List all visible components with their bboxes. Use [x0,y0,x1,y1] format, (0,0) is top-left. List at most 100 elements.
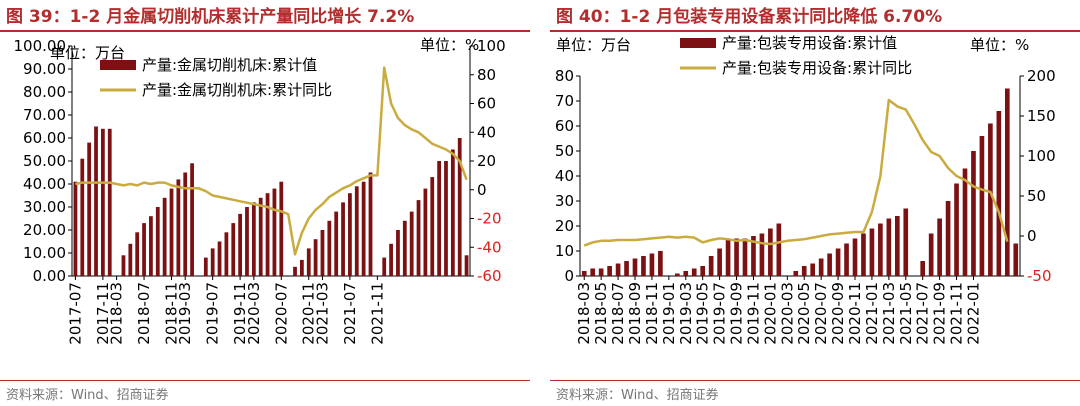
bar [742,238,748,276]
x-tick-label: 2018-03 [108,282,126,345]
bar [265,193,270,276]
x-tick-label: 2020-07 [272,282,290,345]
y-tick-label-left: 80.00 [23,83,66,101]
legend-label-line: 产量:包装专用设备:累计同比 [722,59,912,77]
bar [299,259,304,276]
bar [581,271,587,276]
y-tick-label-right: 40 [477,123,496,141]
y-tick-label-left: 40.00 [23,175,66,193]
bar [894,216,900,276]
unit-label-left: 单位：万台 [556,36,631,54]
x-tick-label: 2020-03 [245,282,263,345]
x-tick-label: 2019-07 [204,282,222,345]
bar [409,211,414,276]
y-tick-label-left: 0 [564,267,574,285]
y-tick-label-left: 80 [555,67,574,85]
y-tick-label-left: 100.00 [14,37,67,55]
y-tick-label-left: 70.00 [23,106,66,124]
bar [1013,243,1019,276]
bar [683,271,689,276]
y-tick-label-right: 0 [477,181,487,199]
bar [162,197,167,276]
x-tick-label: 2018-09 [626,282,644,345]
y-tick-label-right: 60 [477,95,496,113]
legend-label-line: 产量:金属切削机床:累计同比 [142,81,332,99]
bar [217,241,222,276]
y-tick-label-left: 40 [555,167,574,185]
bar [272,188,277,276]
bar [320,230,325,276]
title-rule [550,30,1080,32]
bar [128,243,133,276]
x-tick-label: 2021-11 [948,282,966,345]
bar [251,202,256,276]
bar [121,255,126,276]
bar [810,263,816,276]
legend-swatch-bar [680,38,716,48]
x-tick-label: 2017-11 [94,282,112,345]
y-tick-label-left: 30.00 [23,198,66,216]
bar [971,151,976,276]
bar [382,257,387,276]
y-tick-label-right: -60 [477,267,502,285]
bar [700,266,706,276]
y-tick-label-right: 20 [477,152,496,170]
bar [725,238,731,276]
x-tick-label: 2020-07 [812,282,830,345]
x-tick-label: 2019-09 [728,282,746,345]
x-tick-label: 2018-07 [135,282,153,345]
bar [334,211,339,276]
bar [793,271,799,276]
chart-panel-metal-cutting: 图 39：1-2 月金属切削机床累计产量同比增长 7.2% 0.00 10.00 2… [0,0,530,406]
y-tick-label-left: 60.00 [23,129,66,147]
x-tick-label: 2021-03 [313,282,331,345]
bar [348,193,352,276]
bar [94,126,98,276]
bar [649,253,655,276]
y-tick-label-left: 90.00 [23,60,66,78]
x-tick-label: 2021-05 [897,282,915,345]
bar [928,233,934,276]
x-tick-label: 2019-01 [660,282,678,345]
bar [962,168,968,276]
bar [903,208,909,276]
bar [190,163,194,276]
bar [135,232,140,276]
bar [341,202,345,276]
bar [389,243,393,276]
bar [615,263,621,276]
bar [717,248,722,276]
unit-label-left: 单位：万台 [50,44,125,62]
bar [183,172,188,276]
bar [107,128,112,276]
x-tick-label: 2021-07 [914,282,932,345]
unit-label-right: 单位：% [970,36,1029,54]
bar [327,220,332,276]
y-tick-label-left: 10.00 [23,244,66,262]
y-tick-label-right: 50 [1027,187,1046,205]
bar [203,257,208,276]
x-tick-label: 2020-01 [761,282,779,345]
bar [607,266,612,276]
bar [80,158,85,276]
source-note: 资料来源：Wind、招商证券 [6,388,169,403]
bar [734,238,739,276]
bar [920,261,926,276]
y-tick-label-right: -20 [477,210,502,228]
bar [708,256,714,276]
x-tick-label: 2018-07 [609,282,627,345]
bar [155,207,160,276]
x-tick-label: 2021-07 [341,282,359,345]
chart-metal-cutting: 0.00 10.00 20.00 30.00 40.00 50.00 60.00 70.00 8… [14,36,506,345]
bar [149,216,153,276]
bar [818,258,824,276]
y-tick-label-left: 10 [555,242,574,260]
bar [100,128,105,276]
y-tick-label-left: 0.00 [33,267,66,285]
x-tick-label: 2018-11 [643,282,661,345]
bar [402,220,407,276]
bar [396,230,400,276]
x-tick-label: 2020-03 [778,282,796,345]
bar [632,258,638,276]
bar [73,181,78,276]
